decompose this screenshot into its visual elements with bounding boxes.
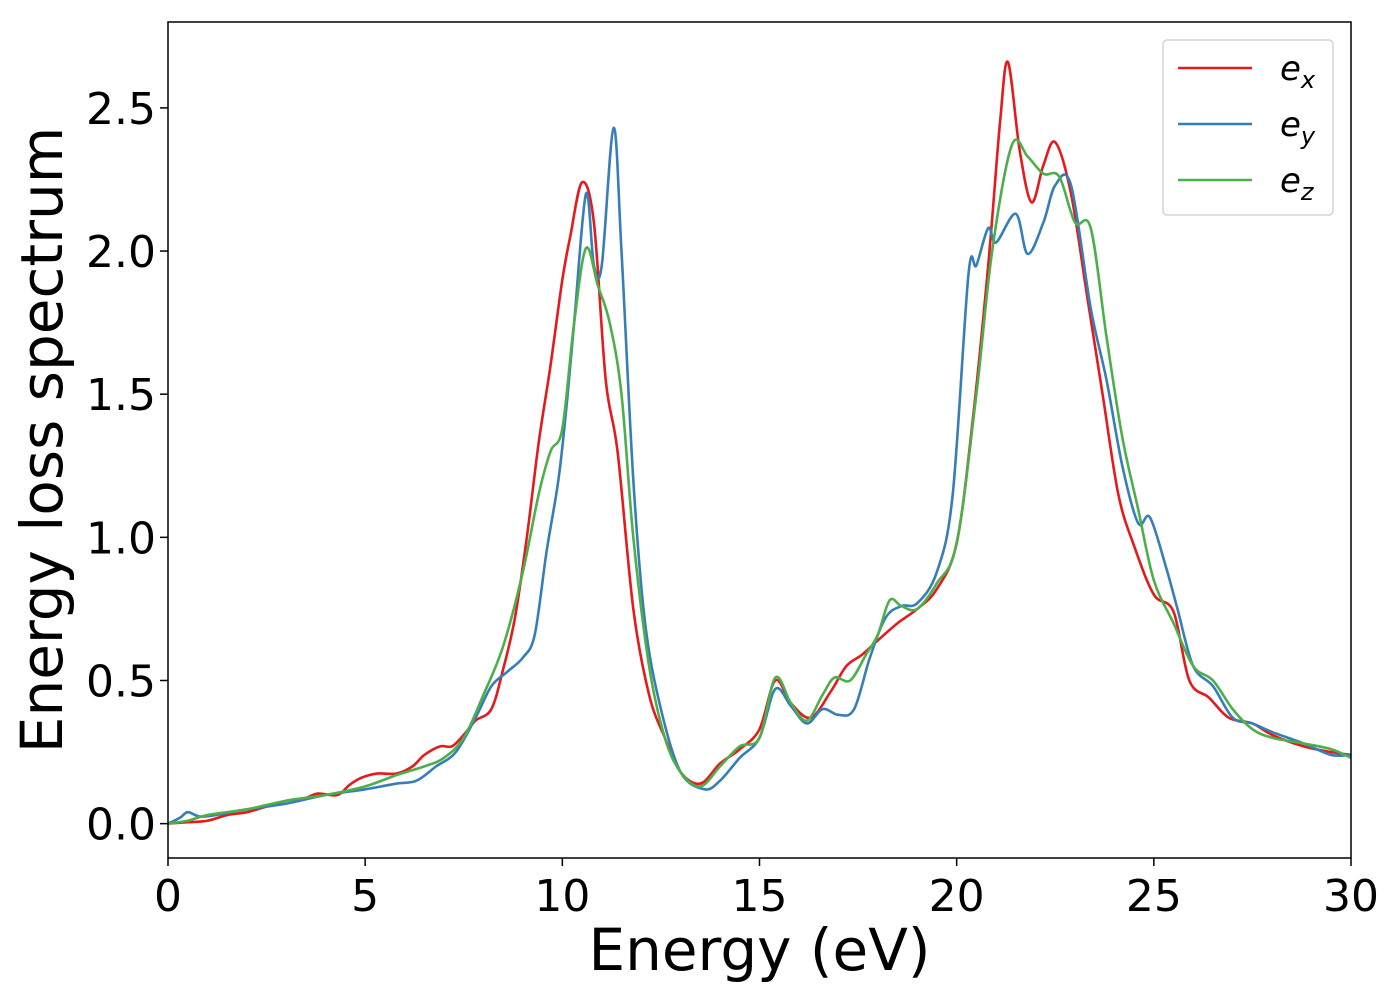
y-axis: 0.0 0.5 1.0 1.5 2.0 2.5 xyxy=(86,84,168,851)
x-tick-label: 10 xyxy=(534,871,590,922)
x-axis: 0 5 10 15 20 25 30 xyxy=(154,858,1379,922)
x-tick-label: 20 xyxy=(929,871,985,922)
x-tick-label: 0 xyxy=(154,871,182,922)
y-tick-label: 2.5 xyxy=(86,84,156,135)
legend-box xyxy=(1162,39,1334,216)
y-tick-label: 0.0 xyxy=(86,800,156,851)
series-line-e-x xyxy=(168,60,1351,825)
y-tick-label: 0.5 xyxy=(86,656,156,707)
x-tick-label: 15 xyxy=(732,871,788,922)
series-line-e-y xyxy=(168,126,1351,825)
x-tick-label: 25 xyxy=(1126,871,1182,922)
y-tick-label: 2.0 xyxy=(86,227,156,278)
series-line-e-z xyxy=(168,138,1351,825)
y-tick-label: 1.5 xyxy=(86,370,156,421)
x-tick-label: 5 xyxy=(351,871,379,922)
y-axis-label: Energy loss spectrum xyxy=(8,127,76,753)
x-tick-label: 30 xyxy=(1323,871,1379,922)
x-axis-label: Energy (eV) xyxy=(588,916,930,984)
y-tick-label: 1.0 xyxy=(86,513,156,564)
series-lines xyxy=(168,60,1351,825)
